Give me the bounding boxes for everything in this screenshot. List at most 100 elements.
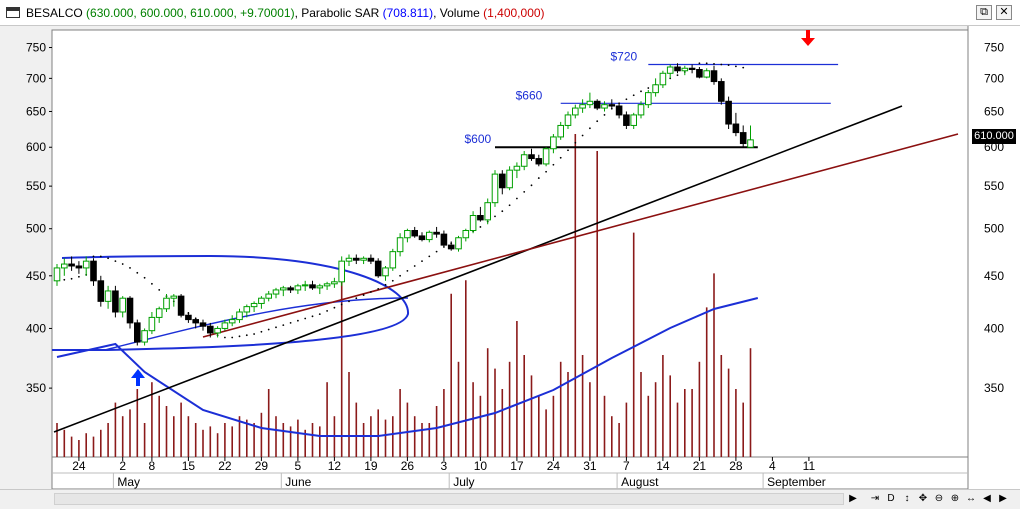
sar-dot bbox=[581, 134, 584, 137]
x-tick-label: 7 bbox=[623, 459, 630, 473]
sar-dot bbox=[603, 114, 606, 116]
candle bbox=[484, 198, 491, 225]
candle bbox=[433, 226, 440, 238]
candle bbox=[141, 328, 148, 346]
x-tick-label: 8 bbox=[149, 459, 156, 473]
candle bbox=[623, 111, 630, 130]
close-window-icon[interactable]: ✕ bbox=[996, 5, 1012, 20]
sar-dot bbox=[742, 66, 745, 69]
window-icon bbox=[6, 7, 20, 18]
sar-dot bbox=[494, 215, 496, 218]
candle bbox=[272, 287, 280, 299]
candle bbox=[345, 254, 353, 266]
x-tick-label: 14 bbox=[656, 459, 670, 473]
pan-icon[interactable]: ✥ bbox=[918, 493, 928, 504]
candle bbox=[134, 319, 141, 346]
candle bbox=[477, 206, 484, 222]
sar-dot bbox=[355, 297, 358, 300]
sar-dot bbox=[552, 163, 555, 166]
sar-dot bbox=[151, 282, 153, 285]
candle bbox=[572, 104, 579, 119]
sar-dot bbox=[508, 204, 511, 207]
sar-dot bbox=[625, 98, 628, 101]
candle bbox=[68, 256, 75, 271]
sar-dot bbox=[326, 310, 328, 312]
x-tick-label: 31 bbox=[583, 459, 597, 473]
candle bbox=[579, 99, 586, 113]
candle bbox=[338, 256, 345, 286]
sar-dot bbox=[705, 62, 708, 65]
y-tick-label-left: 750 bbox=[26, 41, 46, 55]
candle bbox=[374, 258, 382, 278]
sar-dot bbox=[121, 263, 124, 265]
candle bbox=[455, 235, 462, 252]
scroll-right-icon[interactable]: ▶ bbox=[849, 493, 857, 504]
right-axis-strip bbox=[968, 26, 1020, 489]
x-tick-label: 22 bbox=[218, 459, 232, 473]
sar-dot bbox=[610, 107, 613, 110]
restore-window-icon[interactable]: ⧉ bbox=[976, 5, 992, 20]
candle bbox=[586, 92, 594, 109]
candle bbox=[382, 265, 389, 281]
month-label: September bbox=[767, 475, 826, 489]
x-tick-label: 15 bbox=[182, 459, 196, 473]
sar-dot bbox=[253, 333, 256, 335]
x-tick-label: 26 bbox=[401, 459, 415, 473]
candle bbox=[170, 294, 178, 307]
candle bbox=[528, 148, 535, 161]
vertical-zoom-icon[interactable]: ↕ bbox=[904, 493, 910, 504]
candle bbox=[499, 170, 506, 195]
black-trendline bbox=[53, 105, 903, 433]
chart-window-titlebar: BESALCO (630.000, 600.000, 610.000, +9.7… bbox=[0, 0, 1020, 26]
candle bbox=[82, 256, 90, 276]
candle bbox=[601, 101, 608, 112]
sar-dot bbox=[231, 336, 234, 339]
sar-dot bbox=[676, 74, 679, 77]
sar-label: Parabolic SAR bbox=[301, 6, 380, 20]
scroll-end-icon[interactable]: ⇥ bbox=[870, 493, 880, 504]
y-tick-label-right: 700 bbox=[984, 71, 1004, 85]
zoom-out-icon[interactable]: ⊖ bbox=[934, 493, 944, 504]
y-tick-label-right: 750 bbox=[984, 41, 1004, 55]
month-label: July bbox=[453, 475, 474, 489]
candle bbox=[207, 322, 214, 338]
sar-dot bbox=[428, 255, 431, 258]
volume-label: Volume bbox=[439, 6, 480, 20]
sar-readout: (708.811) bbox=[382, 6, 434, 20]
y-tick-label-left: 650 bbox=[26, 104, 46, 118]
candle bbox=[447, 241, 455, 251]
x-tick-label: 19 bbox=[364, 459, 378, 473]
candle bbox=[739, 125, 747, 148]
sar-dot bbox=[413, 265, 416, 267]
blue-up-arrow-icon bbox=[131, 369, 145, 386]
sar-dot bbox=[289, 321, 292, 324]
x-tick-label: 21 bbox=[693, 459, 707, 473]
chart-title: BESALCO (630.000, 600.000, 610.000, +9.7… bbox=[26, 6, 545, 20]
candle bbox=[221, 319, 229, 331]
x-tick-label: 29 bbox=[255, 459, 269, 473]
fit-icon[interactable]: ↔ bbox=[966, 493, 976, 504]
candle bbox=[126, 296, 134, 329]
sar-dot bbox=[362, 294, 365, 296]
candle bbox=[637, 101, 645, 119]
symbol-name: BESALCO bbox=[26, 6, 83, 20]
previous-icon[interactable]: ◀ bbox=[983, 493, 991, 504]
candle bbox=[550, 134, 557, 154]
next-icon[interactable]: ▶ bbox=[999, 493, 1007, 504]
candle bbox=[112, 285, 119, 318]
candle bbox=[353, 254, 360, 265]
time-scrollbar[interactable] bbox=[54, 493, 844, 505]
zoom-in-icon[interactable]: ⊕ bbox=[950, 493, 960, 504]
candle bbox=[185, 311, 192, 323]
y-tick-label-left: 350 bbox=[26, 381, 46, 395]
daily-period-button[interactable]: D bbox=[887, 493, 895, 504]
candle bbox=[280, 285, 287, 297]
x-tick-label: 28 bbox=[729, 459, 743, 473]
sar-dot bbox=[698, 62, 701, 65]
candle bbox=[236, 308, 243, 323]
x-tick-label: 4 bbox=[769, 459, 776, 473]
candle bbox=[265, 290, 272, 302]
sar-dot bbox=[479, 226, 482, 228]
candle bbox=[652, 78, 659, 97]
